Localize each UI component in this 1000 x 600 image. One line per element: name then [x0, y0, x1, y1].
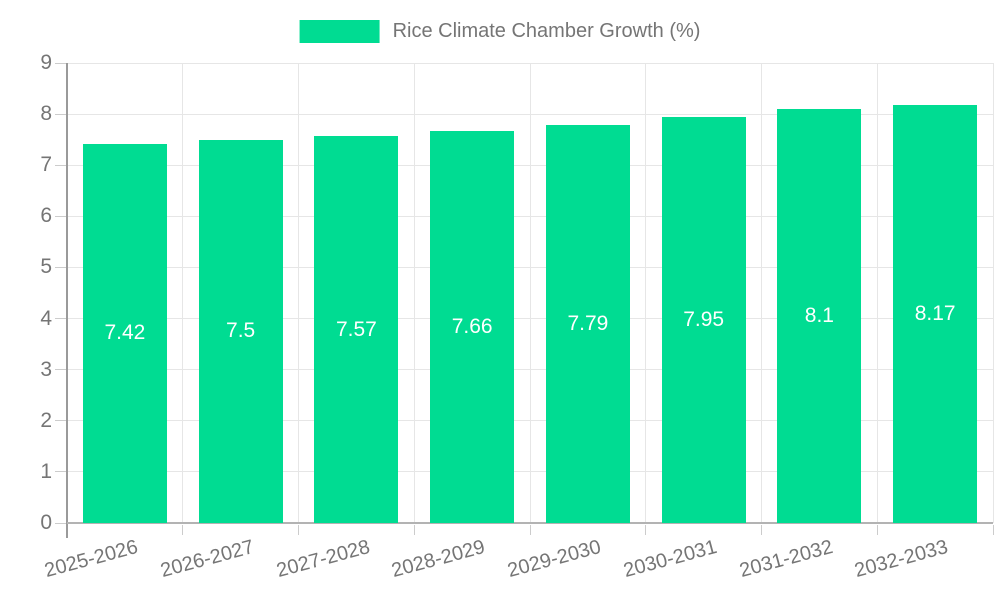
gridline: [67, 471, 993, 473]
gridline: [992, 63, 994, 523]
y-tick-label: 5: [40, 255, 52, 279]
x-tick-label: 2026-2027: [158, 536, 257, 583]
x-tick-label: 2029-2030: [505, 536, 604, 583]
gridline: [298, 63, 299, 523]
y-tick-label: 0: [40, 511, 52, 534]
x-tick-label: 2030-2031: [621, 536, 720, 583]
y-tick-label: 2: [40, 408, 52, 432]
y-axis-line: [66, 63, 68, 538]
gridline: [761, 63, 762, 523]
gridline: [67, 369, 993, 371]
y-axis-tick: [55, 522, 67, 524]
x-axis-tick: [529, 525, 531, 535]
bar-2031-2032[interactable]: 8.1: [777, 109, 862, 523]
bar-value-label: 7.57: [335, 317, 377, 341]
gridline: [645, 63, 647, 523]
legend-label: Rice Climate Chamber Growth (%): [392, 20, 701, 42]
gridline: [182, 63, 184, 523]
x-axis-tick: [298, 525, 299, 535]
bar-2027-2028[interactable]: 7.57: [314, 136, 399, 523]
y-tick-label: 1: [40, 459, 52, 483]
gridline: [67, 215, 993, 217]
gridline: [67, 164, 993, 166]
y-tick-label: 7: [40, 153, 52, 177]
bar-2025-2026[interactable]: 7.42: [82, 143, 167, 523]
y-axis-tick: [55, 164, 67, 166]
bar-2026-2027[interactable]: 7.5: [198, 139, 283, 523]
y-axis-tick: [55, 215, 67, 217]
bar-2028-2029[interactable]: 7.66: [430, 131, 515, 523]
y-axis-tick: [55, 420, 67, 422]
x-tick-label: 2027-2028: [273, 536, 373, 583]
bar-2029-2030[interactable]: 7.79: [545, 124, 630, 523]
y-axis-tick: [55, 62, 67, 64]
gridline: [67, 266, 993, 268]
gridline: [529, 63, 531, 523]
x-axis-line: [67, 522, 993, 524]
y-tick-label: 3: [40, 357, 52, 381]
bar-value-label: 8.17: [914, 302, 956, 326]
gridline: [876, 63, 878, 523]
legend-item[interactable]: Rice Climate Chamber Growth (%): [299, 20, 701, 43]
x-tick-label: 2025-2026: [42, 536, 141, 583]
x-axis-tick: [876, 525, 878, 535]
x-axis-tick: [761, 525, 762, 535]
bar-value-label: 7.42: [104, 321, 146, 345]
x-tick-label: 2028-2029: [389, 536, 488, 583]
y-axis-tick: [55, 266, 67, 268]
bar-value-label: 7.5: [226, 319, 256, 343]
y-axis-tick: [55, 369, 67, 371]
y-tick-label: 9: [40, 51, 52, 74]
x-axis-tick: [645, 525, 647, 535]
bar-value-label: 7.66: [451, 315, 493, 339]
x-axis-tick: [182, 525, 184, 535]
bar-value-label: 7.79: [567, 311, 609, 335]
gridline: [67, 113, 993, 115]
y-tick-label: 4: [40, 306, 52, 330]
y-axis-tick: [55, 318, 67, 320]
bar-value-label: 8.1: [804, 304, 834, 327]
legend-swatch: [299, 20, 380, 43]
bar-value-label: 7.95: [683, 307, 725, 331]
gridline: [413, 63, 415, 523]
x-tick-label: 2032-2033: [852, 536, 951, 583]
gridline: [67, 318, 993, 320]
y-tick-label: 8: [40, 102, 52, 126]
y-axis-tick: [55, 471, 67, 473]
x-tick-label: 2031-2032: [736, 536, 836, 583]
x-axis-tick: [992, 525, 994, 535]
y-tick-label: 6: [40, 204, 52, 228]
gridline: [67, 420, 993, 422]
bar-2032-2033[interactable]: 8.17: [893, 105, 978, 523]
x-axis-tick: [413, 525, 415, 535]
gridline: [67, 62, 993, 64]
bar-2030-2031[interactable]: 7.95: [661, 116, 746, 523]
y-axis-tick: [55, 113, 67, 115]
